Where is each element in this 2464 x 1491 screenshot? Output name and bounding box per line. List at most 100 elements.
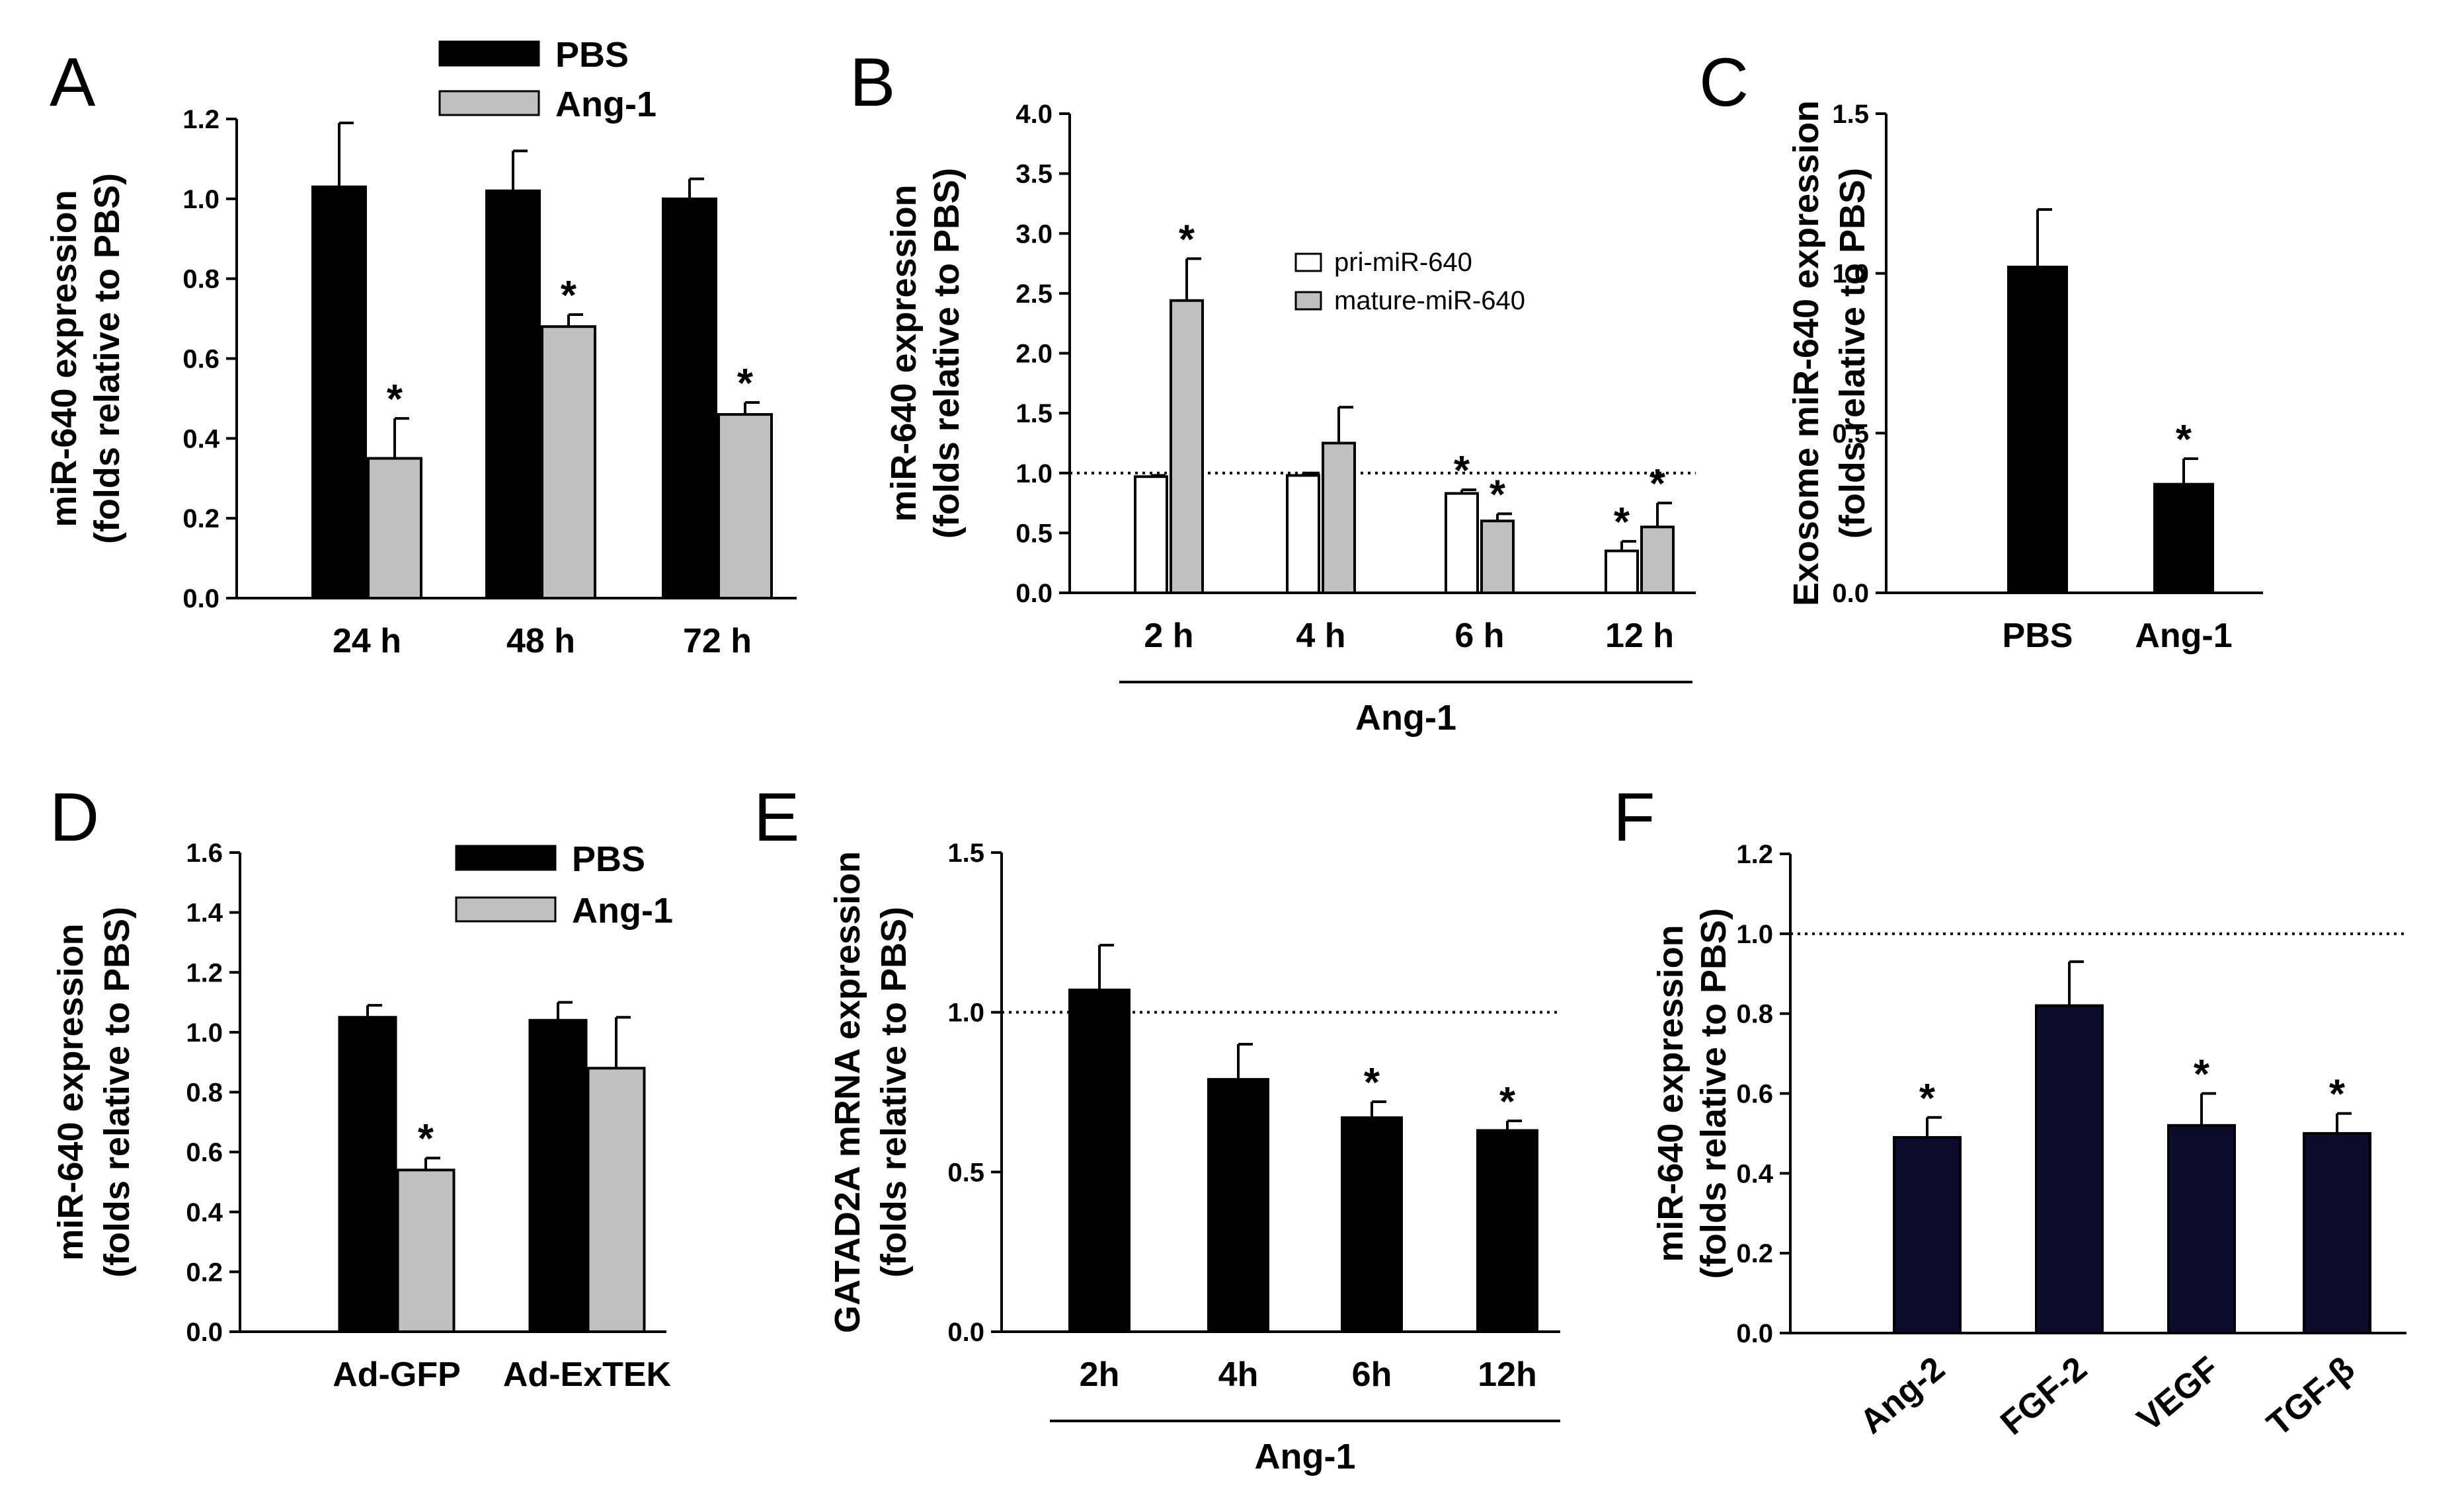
panel-e-x-tick-label: 6h [1352, 1356, 1392, 1394]
panel-d-y-tick-label: 0.0 [186, 1318, 223, 1347]
panel-b-legend-swatch [1294, 291, 1322, 311]
panel-d-legend-swatch [455, 896, 557, 923]
panel-f-x-tick-label: TGF-β [2260, 1350, 2362, 1444]
panel-b-y-tick-label: 2.0 [1015, 340, 1053, 369]
panel-b-group-label: Ang-1 [1355, 698, 1456, 738]
panel-b-bar [1170, 299, 1204, 594]
panel-c-y-axis-label: (folds relative to PBS) [1833, 168, 1872, 539]
panel-f-y-tick-label: 0.6 [1736, 1080, 1773, 1109]
panel-c-significance-star: * [2176, 417, 2192, 463]
panel-f-y-axis-label: miR-640 expression [1651, 925, 1690, 1262]
panel-a-significance-star: * [387, 377, 403, 422]
panel-b-x-tick-label: 4 h [1296, 617, 1345, 655]
panel-a-bar [541, 325, 596, 599]
panel-d-y-axis-label: (folds relative to PBS) [97, 907, 137, 1278]
panel-b-group [1059, 112, 1696, 683]
panel-b-y-tick-label: 0.0 [1015, 579, 1053, 608]
panel-f-bar [2303, 1131, 2371, 1334]
panel-a-significance-star: * [737, 361, 754, 406]
panel-e-y-tick-label: 0.5 [947, 1158, 984, 1187]
panel-b-significance-star: * [1614, 500, 1630, 545]
panel-f-y-tick-label: 0.2 [1736, 1239, 1773, 1268]
panel-c-y-tick-label: 1.5 [1832, 100, 1869, 129]
panel-b-y-axis-label: miR-640 expression [884, 184, 924, 521]
panel-e-group-label: Ang-1 [1255, 1437, 1356, 1476]
panel-e-bar [1476, 1129, 1538, 1333]
panel-c-bar [2153, 482, 2214, 595]
panel-a-y-tick-label: 0.2 [182, 504, 219, 533]
panel-e-y-axis-label: GATAD2A mRNA expression [828, 851, 867, 1333]
panel-d-bar [586, 1067, 646, 1333]
panel-b-x-tick-label: 12 h [1605, 617, 1674, 655]
panel-f-group [1780, 853, 2406, 1335]
panel-f-y-tick-label: 1.2 [1736, 840, 1773, 869]
panel-b-significance-star: * [1490, 472, 1506, 517]
panel-a-bar [311, 185, 367, 600]
panel-a-y-tick-label: 0.0 [182, 584, 219, 613]
panel-b-y-tick-label: 3.0 [1015, 219, 1053, 249]
panel-a-legend-swatch [438, 40, 540, 67]
panel-f-bar [2167, 1124, 2236, 1335]
panel-a-bar [485, 189, 541, 599]
panel-a-y-axis-label: miR-640 expression [44, 190, 84, 527]
panel-b-legend-swatch [1294, 252, 1322, 272]
panel-b-bar [1134, 475, 1168, 594]
panel-b-bar [1605, 549, 1639, 594]
panel-f-y-tick-label: 0.8 [1736, 1000, 1773, 1029]
panel-c-bar [2007, 266, 2068, 594]
panel-f-significance-star: * [2329, 1072, 2346, 1118]
panel-b-bar [1640, 525, 1675, 594]
panel-c-letter: C [1699, 44, 1749, 121]
panel-f-bar [2035, 1004, 2104, 1335]
panel-f-letter: F [1613, 779, 1655, 856]
panel-b-significance-star: * [1649, 461, 1666, 507]
panel-a-letter: A [50, 44, 96, 121]
panel-d-y-tick-label: 1.2 [186, 958, 223, 987]
panel-b-legend-label: mature-miR-640 [1334, 286, 1525, 315]
panel-b-y-tick-label: 1.5 [1015, 399, 1053, 428]
panel-e-group [991, 851, 1560, 1422]
panel-e-x-tick-label: 4h [1218, 1356, 1259, 1394]
panel-e-y-tick-label: 1.0 [947, 999, 984, 1028]
panel-a-y-tick-label: 0.8 [182, 265, 219, 294]
panel-d-y-tick-label: 0.2 [186, 1258, 223, 1287]
panel-e-bar [1068, 988, 1131, 1334]
panel-e-significance-star: * [1499, 1079, 1516, 1125]
panel-b-significance-star: * [1179, 217, 1195, 262]
panel-d-y-tick-label: 0.6 [186, 1138, 223, 1167]
panel-c-y-tick-label: 1.0 [1832, 260, 1869, 289]
panel-d-y-tick-label: 1.6 [186, 839, 223, 868]
panel-a-y-tick-label: 0.4 [182, 424, 219, 453]
panel-c-y-tick-label: 0.0 [1832, 579, 1869, 608]
panel-f-bar [1893, 1135, 1962, 1335]
panel-a-y-tick-label: 0.6 [182, 345, 219, 374]
panel-a-bar [367, 457, 422, 600]
panel-c-group [1876, 112, 2263, 595]
panel-d-legend-label: Ang-1 [572, 891, 673, 931]
panel-e-y-tick-label: 1.5 [947, 839, 984, 868]
panel-e-y-tick-label: 0.0 [947, 1318, 984, 1347]
panel-d-y-axis-label: miR-640 expression [51, 923, 91, 1260]
panel-b-bar [1286, 474, 1320, 594]
panel-d-bar [396, 1168, 456, 1333]
panel-d-letter: D [50, 779, 99, 856]
panel-e-bar [1341, 1116, 1403, 1333]
panel-e-significance-star: * [1364, 1060, 1380, 1106]
panel-a-y-tick-label: 1.2 [182, 105, 219, 134]
panel-c-y-tick-label: 0.5 [1832, 419, 1869, 448]
panel-b-bar [1445, 492, 1479, 594]
panel-f-x-tick-label: VEGF [2130, 1350, 2227, 1439]
panel-c-y-axis-label: Exosome miR-640 expression [1786, 100, 1826, 606]
panel-e-x-tick-label: 2h [1080, 1356, 1120, 1394]
panel-f-y-tick-label: 1.0 [1736, 920, 1773, 949]
panel-b-y-tick-label: 1.0 [1015, 459, 1053, 488]
panel-e-y-axis-label: (folds relative to PBS) [874, 907, 914, 1278]
panel-a-bar [662, 197, 717, 600]
panel-a-x-tick-label: 48 h [506, 622, 575, 660]
panel-a-bar [717, 413, 773, 599]
panel-a-y-axis-label: (folds relative to PBS) [87, 173, 127, 544]
panel-f-y-tick-label: 0.4 [1736, 1159, 1773, 1188]
panel-d-legend-swatch [455, 845, 557, 871]
panel-d-x-tick-label: Ad-ExTEK [503, 1356, 672, 1394]
